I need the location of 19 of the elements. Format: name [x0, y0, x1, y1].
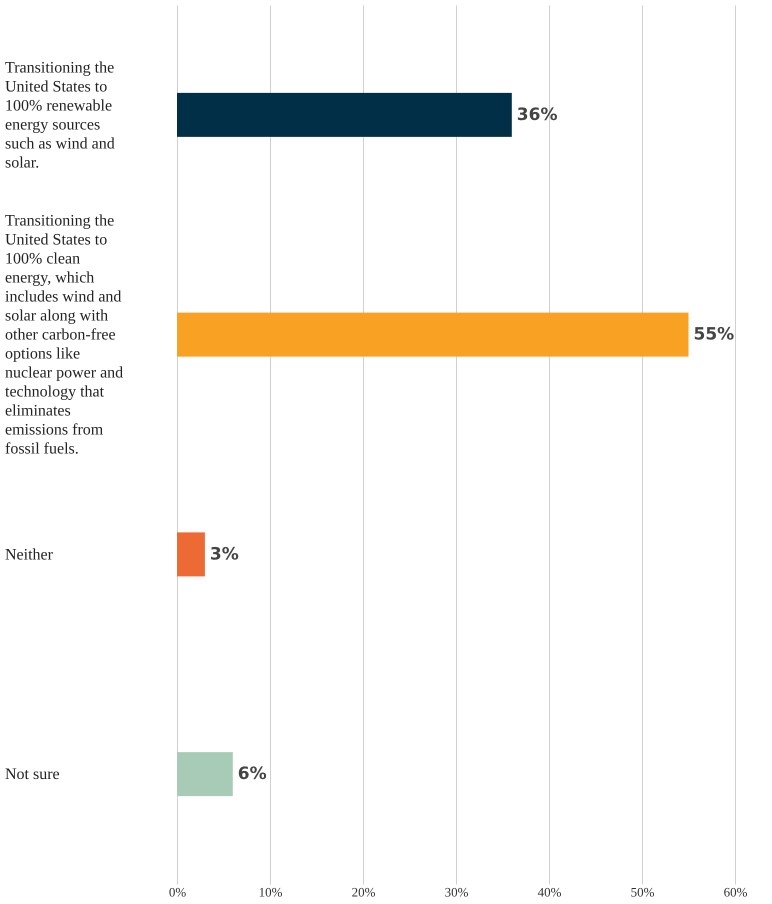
data-label: 55% — [694, 324, 734, 345]
data-label: 6% — [238, 764, 267, 784]
y-tick-label: Not sure — [5, 766, 60, 784]
x-tick-label: 10% — [258, 884, 283, 900]
bar — [177, 752, 233, 796]
category-label: Transitioning the United States to 100% clean energy, which includes wind and solar along with other carbon-free options like nuclear power and technology that eliminates emissions from fossil fuels. — [5, 212, 124, 458]
bar — [177, 312, 688, 357]
data-label: 36% — [516, 104, 558, 125]
bar — [177, 92, 512, 137]
x-tick-label: 0% — [168, 884, 186, 900]
x-tick-label: 50% — [630, 884, 655, 900]
y-tick-label: Neither — [5, 546, 54, 564]
x-tick-label: 40% — [538, 884, 562, 900]
x-tick-label: 60% — [724, 884, 748, 900]
x-tick-label: 20% — [352, 884, 376, 900]
bar — [177, 532, 205, 576]
y-tick-label: Transitioning the United States to 100% renewable energy sources such as wind and solar. — [5, 59, 115, 172]
data-label: 3% — [210, 544, 239, 564]
x-tick-label: 30% — [444, 884, 469, 900]
